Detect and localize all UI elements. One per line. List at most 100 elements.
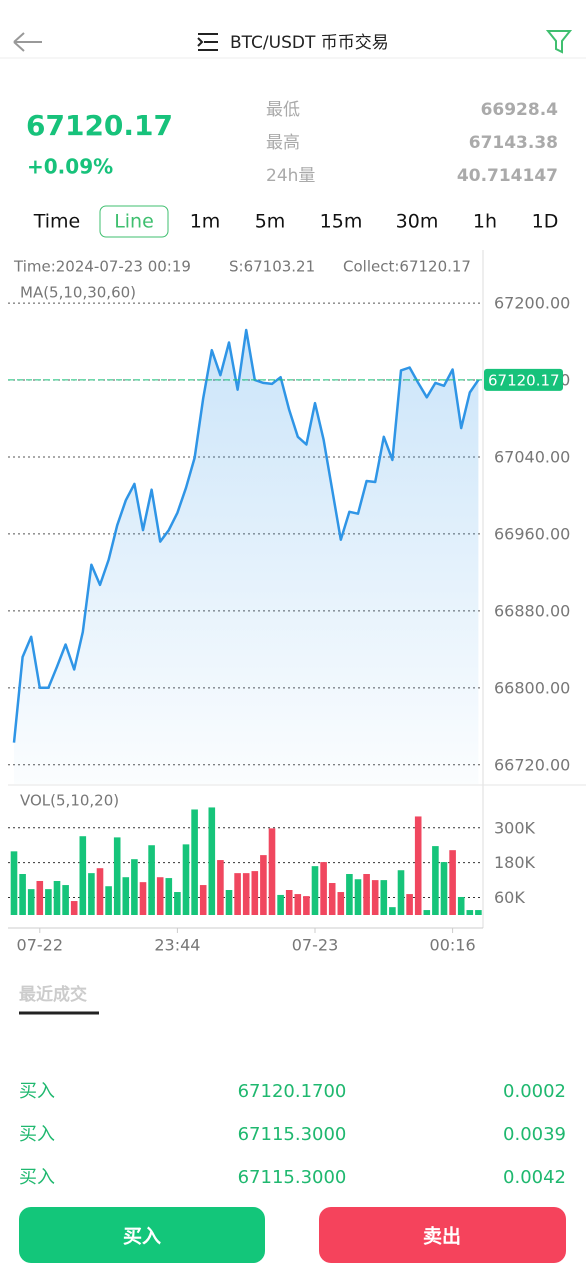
ma-legend: MA(5,10,30,60) (20, 284, 136, 302)
price-line (12, 328, 480, 743)
volume-bar (423, 910, 431, 915)
volume-bar (191, 809, 198, 915)
volume-bar (19, 874, 26, 915)
volume-bar (139, 882, 147, 915)
timeframe-tab[interactable]: Line (114, 211, 154, 233)
volume-bar (234, 873, 241, 915)
stat-value: 40.714147 (457, 166, 558, 186)
volume-bar (182, 844, 190, 915)
volume-bar (251, 871, 259, 915)
trade-amount: 0.0002 (503, 1081, 566, 1102)
x-tick-label: 23:44 (154, 936, 200, 955)
volume-bar (346, 874, 353, 915)
filter-icon[interactable] (545, 30, 573, 54)
volume-bar (475, 910, 482, 915)
volume-bar (225, 890, 233, 915)
volume-bar (285, 890, 293, 915)
stat-label: 最高 (266, 133, 300, 153)
volume-bar (217, 860, 224, 915)
trade-side: 买入 (19, 1081, 55, 1102)
trade-amount: 0.0039 (503, 1124, 566, 1145)
volume-bar (148, 845, 155, 915)
sell-button-label[interactable]: 卖出 (423, 1225, 461, 1248)
volume-bar (88, 873, 95, 915)
volume-bar (457, 896, 465, 915)
volume-bar (62, 885, 69, 915)
volume-bar (414, 816, 422, 915)
volume-bar (320, 862, 327, 915)
menu-icon[interactable] (197, 33, 218, 51)
buy-button[interactable] (19, 1207, 265, 1263)
volume-bar (380, 880, 388, 915)
volume-bar (27, 889, 35, 915)
y-tick-label: 180K (494, 853, 536, 872)
volume-bar (294, 894, 302, 915)
volume-bar (156, 877, 164, 915)
volume-bar (328, 883, 336, 915)
selected-timeframe-box (99, 205, 169, 238)
current-price-label: 67120.17 (488, 371, 560, 389)
volume-bar (277, 894, 284, 915)
y-tick-label: 66720.00 (494, 755, 570, 774)
trade-price: 67120.1700 (238, 1081, 347, 1102)
volume-bar (406, 894, 413, 915)
timeframe-tab[interactable]: Time (33, 211, 81, 233)
volume-bar (96, 868, 104, 915)
last-price: 67120.17 (26, 109, 173, 142)
top-bar (0, 0, 586, 58)
y-tick-label: 300K (494, 818, 536, 837)
volume-bar (303, 896, 310, 915)
sell-button[interactable] (319, 1207, 566, 1263)
tab-recent-trades[interactable]: 最近成交 (19, 984, 87, 1005)
price-change: +0.09% (27, 155, 113, 179)
volume-bar (337, 892, 345, 915)
y-tick-label: 66880.00 (494, 601, 570, 620)
volume-bar (466, 910, 474, 915)
stat-value: 67143.38 (469, 133, 558, 153)
timeframe-tab[interactable]: 5m (255, 211, 286, 233)
volume-title: VOL(5,10,20) (20, 792, 119, 810)
trade-side: 买入 (19, 1167, 55, 1188)
page-title: BTC/USDT 币币交易 (230, 33, 389, 53)
trade-amount: 0.0042 (503, 1167, 566, 1188)
volume-bar (113, 837, 121, 915)
price-area (14, 330, 479, 784)
volume-bar (165, 878, 173, 915)
volume-bar (45, 889, 52, 915)
trade-price: 67115.3000 (238, 1124, 347, 1145)
volume-bar (363, 874, 370, 915)
volume-bar (105, 886, 112, 915)
buy-button-label[interactable]: 买入 (123, 1226, 161, 1248)
volume-bar (311, 866, 319, 915)
x-tick-label: 07-23 (292, 936, 339, 955)
trade-price: 67115.3000 (238, 1167, 347, 1188)
timeframe-tab[interactable]: 1D (532, 211, 559, 233)
volume-bar (432, 846, 439, 915)
volume-bar (199, 885, 207, 915)
volume-bar (122, 877, 130, 915)
x-tick-label: 00:16 (430, 936, 476, 955)
volume-bar (242, 873, 250, 915)
timeframe-tab[interactable]: 15m (320, 211, 363, 233)
volume-bar (131, 859, 138, 915)
timeframe-tab[interactable]: 30m (396, 211, 439, 233)
volume-bar (10, 851, 18, 915)
chart-info: Collect:67120.17 (343, 258, 471, 276)
volume-bar (208, 807, 216, 915)
stat-label: 24h量 (266, 166, 315, 186)
volume-bar (36, 880, 44, 915)
timeframe-tab[interactable]: 1h (473, 211, 497, 233)
volume-bar (371, 880, 379, 915)
trade-side: 买入 (19, 1124, 55, 1145)
volume-bar (268, 828, 276, 915)
back-button[interactable] (13, 32, 42, 52)
volume-bar (174, 892, 181, 915)
stat-value: 66928.4 (481, 100, 559, 120)
volume-bar (440, 862, 448, 915)
current-price-tag (484, 368, 563, 391)
volume-bar (53, 880, 61, 915)
timeframe-tab[interactable]: 1m (190, 211, 221, 233)
chart-info: S:67103.21 (229, 258, 315, 276)
volume-bar (354, 879, 362, 915)
